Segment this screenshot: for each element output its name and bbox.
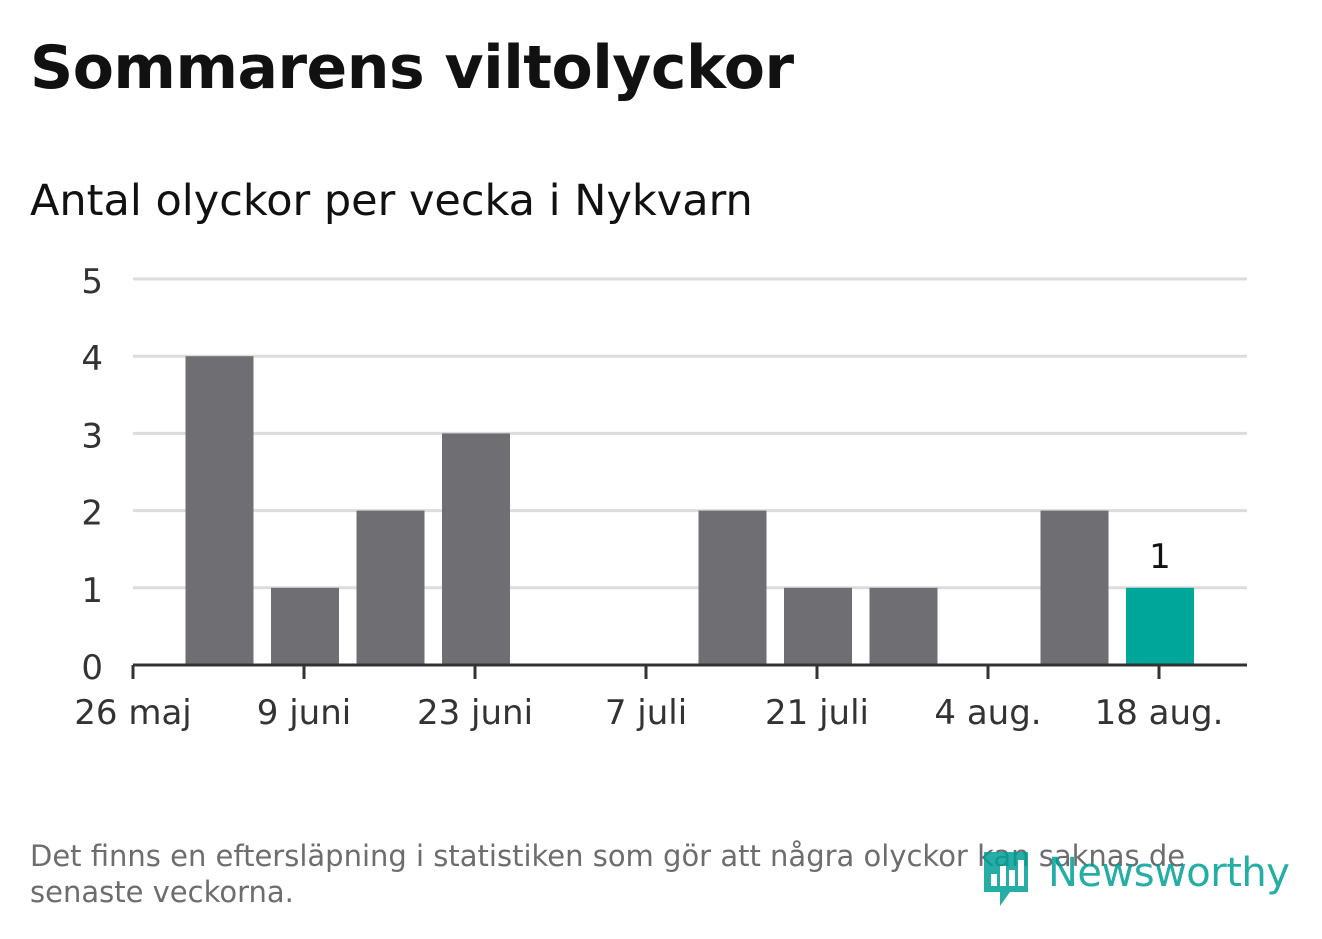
x-axis-labels: 26 maj 9 juni 23 juni 7 juli 21 juli 4 aug. 18…: [74, 693, 1223, 733]
y-tick-label: 1: [81, 571, 103, 611]
y-tick-label: 3: [81, 416, 103, 456]
x-tick-label: 23 juni: [417, 693, 533, 733]
x-tick-label: 21 juli: [765, 693, 869, 733]
bars: [185, 356, 1194, 665]
bar: [442, 433, 510, 665]
x-tick-label: 9 juni: [257, 693, 351, 733]
bar: [784, 587, 852, 665]
y-tick-label: 2: [81, 494, 103, 534]
y-tick-label: 0: [81, 648, 103, 688]
bar-highlight: [1126, 587, 1194, 665]
x-tick-label: 4 aug.: [934, 693, 1041, 733]
bar: [271, 587, 339, 665]
y-tick-label: 5: [81, 262, 103, 302]
bar: [356, 510, 425, 665]
x-tick-label: 18 aug.: [1095, 693, 1224, 733]
chart-subtitle: Antal olyckor per vecka i Nykvarn: [30, 176, 753, 226]
x-axis: [131, 663, 1247, 679]
brand-name: Newsworthy: [1048, 850, 1290, 896]
footnote: Det finns en eftersläpning i statistiken…: [30, 839, 1186, 909]
bar: [1040, 510, 1109, 665]
chart-title: Sommarens viltolyckor: [30, 33, 794, 103]
data-labels: 1: [1149, 537, 1171, 577]
y-axis-labels: 0 1 2 3 4 5: [81, 262, 103, 688]
bar: [185, 356, 254, 665]
bar: [698, 510, 767, 665]
highlight-data-label: 1: [1149, 537, 1171, 577]
newsworthy-logo: Newsworthy: [980, 842, 1300, 912]
bar-chart-speech-bubble-icon: [984, 852, 1028, 906]
y-tick-label: 4: [81, 339, 103, 379]
x-tick-label: 26 maj: [74, 693, 191, 733]
bar: [869, 587, 938, 665]
x-tick-label: 7 juli: [605, 693, 687, 733]
